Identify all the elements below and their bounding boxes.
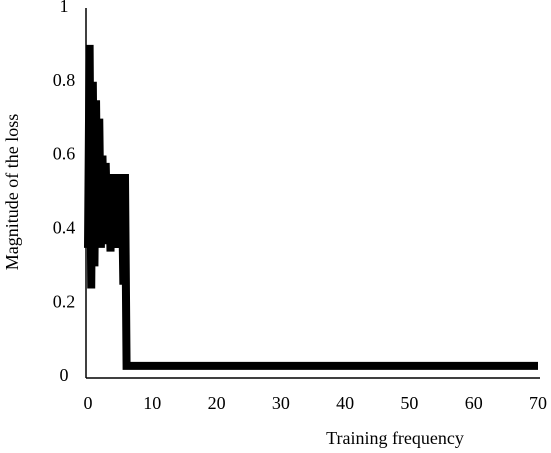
y-tick-label: 0 <box>60 365 69 385</box>
y-tick-label: 0.2 <box>53 291 76 311</box>
y-axis-label: Magnitude of the loss <box>2 114 22 270</box>
x-axis-label: Training frequency <box>326 428 464 448</box>
x-tick-label: 50 <box>400 393 418 413</box>
x-tick-label: 20 <box>208 393 226 413</box>
y-tick-label: 1 <box>60 0 69 16</box>
x-tick-label: 0 <box>84 393 93 413</box>
loss-line <box>84 44 538 370</box>
x-tick-label: 70 <box>529 393 547 413</box>
x-tick-label: 10 <box>143 393 161 413</box>
y-tick-label: 0.6 <box>53 144 76 164</box>
y-tick-label: 0.4 <box>53 218 76 238</box>
x-tick-label: 30 <box>272 393 290 413</box>
x-tick-label: 60 <box>465 393 483 413</box>
y-tick-label: 0.8 <box>53 70 76 90</box>
x-tick-label: 40 <box>336 393 354 413</box>
